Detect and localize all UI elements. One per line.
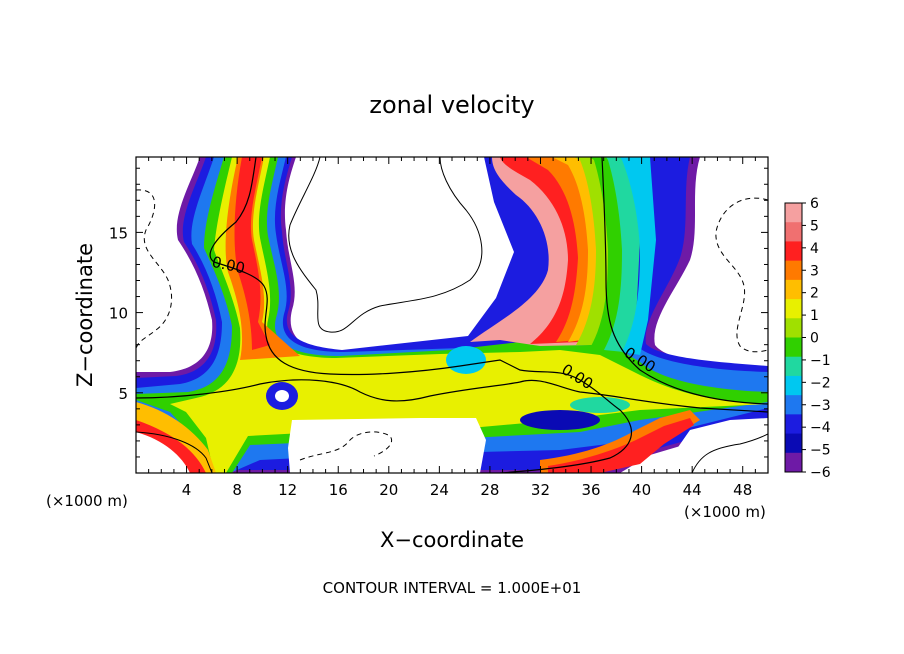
field-blob-4: [570, 397, 630, 413]
field-right-column-teal: [604, 157, 640, 352]
colorbar-swatch: [785, 375, 802, 396]
field-right-column-orange: [526, 157, 598, 342]
field-lower-warm: [540, 410, 700, 473]
x-unit-right: (×1000 m): [684, 503, 766, 521]
x-axis: 4 8 12 16 20 24 28 32 36 40 44 48: [148, 157, 756, 499]
colorbar-swatch: [785, 260, 802, 281]
colorbar-label: 2: [810, 286, 819, 302]
colorbar-label: 4: [810, 241, 819, 257]
x-tick-label: 28: [480, 481, 499, 499]
field-blob-2: [446, 346, 486, 374]
colorbar-swatch: [785, 356, 802, 377]
y-tick-label: 5: [118, 385, 128, 403]
contour-zero-right: [601, 157, 768, 405]
field-lower-red: [548, 418, 694, 473]
colorbar: 6 5 4 3 2 1 0 −1 −2 −3 −4 −5 −6: [784, 196, 831, 481]
colorbar-swatch: [785, 318, 802, 338]
contour-lines: [136, 157, 768, 473]
colorbar-swatch: [785, 279, 802, 300]
colorbar-label: 6: [810, 196, 819, 212]
colorbar-swatch: [785, 241, 802, 262]
contour-dashed-left: [136, 189, 172, 351]
x-tick-label: 4: [182, 481, 192, 499]
colorbar-swatch: [785, 414, 802, 435]
colorbar-label: 1: [810, 308, 819, 324]
x-tick-label: 24: [430, 481, 449, 499]
colorbar-label: −3: [810, 398, 831, 414]
y-axis-label: Z−coordinate: [73, 243, 97, 387]
colorbar-swatch: [785, 433, 802, 454]
contour-dashed-right: [715, 197, 768, 353]
contour-dashed-bottom: [299, 431, 392, 461]
colorbar-label: −4: [810, 420, 831, 436]
colorbar-label: 5: [810, 218, 819, 234]
field-blob-3: [520, 410, 600, 430]
contour-interval-note: CONTOUR INTERVAL = 1.000E+01: [323, 579, 582, 597]
colorbar-label: −1: [810, 353, 831, 369]
x-tick-label: 16: [329, 481, 348, 499]
y-tick-label: 10: [109, 305, 128, 323]
field-right-column-green: [590, 157, 626, 350]
velocity-field: [136, 157, 768, 473]
colorbar-label: −5: [810, 443, 831, 459]
x-tick-label: 36: [581, 481, 600, 499]
field-right-column-yellow: [552, 157, 600, 342]
field-right-column-lime: [574, 157, 612, 345]
x-tick-label: 32: [531, 481, 550, 499]
y-axis: 5 10 15: [109, 167, 768, 458]
x-tick-label: 40: [632, 481, 651, 499]
x-axis-label: X−coordinate: [380, 528, 524, 552]
field-empty-bottom: [288, 418, 486, 473]
contour-dashed: [136, 189, 768, 461]
field-left-bottom-orange: [136, 402, 216, 473]
x-tick-label: 48: [733, 481, 752, 499]
chart-title: zonal velocity: [369, 91, 534, 119]
contour-bottom-right: [691, 433, 768, 473]
x-unit-left: (×1000 m): [46, 492, 128, 510]
colorbar-label: 3: [810, 263, 819, 279]
colorbar-swatch: [785, 222, 802, 242]
field-right-column-cyan: [620, 157, 656, 355]
field-empty-bottom-right: [660, 418, 768, 473]
contour-zero-left: [209, 157, 632, 473]
x-tick-label: 12: [278, 481, 297, 499]
colorbar-label: 0: [810, 331, 819, 347]
contour-zero-band-lower: [136, 379, 768, 413]
colorbar-swatch: [785, 452, 802, 473]
colorbar-swatch: [785, 203, 802, 223]
field-yellow-band: [170, 157, 768, 473]
contour-upper-white-loop: [288, 157, 483, 333]
x-tick-label: 44: [683, 481, 702, 499]
colorbar-label: −2: [810, 375, 831, 391]
x-tick-label: 20: [379, 481, 398, 499]
field-red-left: [234, 157, 270, 350]
x-tick-label: 8: [232, 481, 242, 499]
contour-bottom-left: [136, 431, 213, 473]
y-tick-label: 15: [109, 224, 128, 242]
colorbar-label: −6: [810, 465, 831, 481]
field-blob-1-core: [275, 390, 289, 402]
colorbar-swatch: [785, 395, 802, 415]
colorbar-swatch: [785, 299, 802, 319]
colorbar-swatch: [785, 337, 802, 358]
